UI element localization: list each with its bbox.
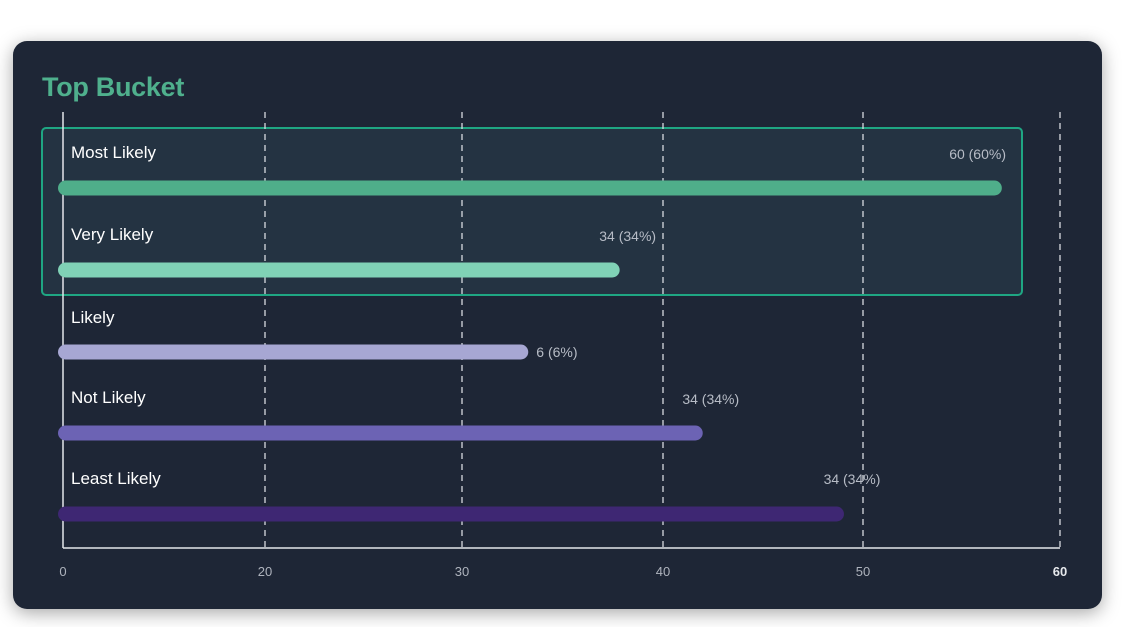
bar-likely bbox=[58, 344, 529, 360]
x-tick-label-50: 50 bbox=[856, 564, 870, 579]
category-label-very-likely: Very Likely bbox=[71, 225, 154, 244]
x-tick-label-0: 0 bbox=[59, 564, 66, 579]
chart-title: Top Bucket bbox=[42, 72, 185, 102]
category-label-most-likely: Most Likely bbox=[71, 143, 157, 162]
top-bucket-highlight bbox=[41, 127, 1023, 296]
category-label-not-likely: Not Likely bbox=[71, 388, 146, 407]
value-label-very-likely: 34 (34%) bbox=[599, 228, 656, 244]
value-label-not-likely: 34 (34%) bbox=[682, 391, 739, 407]
bar-most-likely bbox=[58, 180, 1002, 196]
bar-very-likely bbox=[58, 262, 620, 278]
value-label-likely: 6 (6%) bbox=[536, 344, 577, 360]
value-label-most-likely: 60 (60%) bbox=[949, 146, 1006, 162]
x-tick-label-40: 40 bbox=[656, 564, 670, 579]
category-label-likely: Likely bbox=[71, 308, 115, 327]
bar-not-likely bbox=[58, 425, 703, 441]
x-tick-label-60: 60 bbox=[1053, 564, 1067, 579]
value-label-least-likely: 34 (34%) bbox=[824, 471, 881, 487]
x-tick-label-30: 30 bbox=[455, 564, 469, 579]
category-label-least-likely: Least Likely bbox=[71, 469, 161, 488]
x-tick-label-20: 20 bbox=[258, 564, 272, 579]
bar-least-likely bbox=[58, 506, 844, 522]
